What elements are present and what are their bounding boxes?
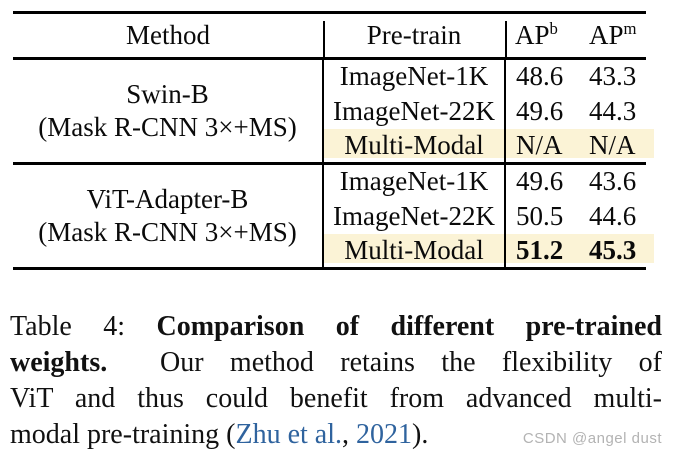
caption-text: Our method retains the flexibility of [107,347,662,378]
pretrain-cell: ImageNet-1K [322,58,505,94]
table-row: ViT-Adapter-B (Mask R-CNN 3×+MS) ImageNe… [13,163,646,247]
ap-m-value: 44.6 [589,200,637,231]
csdn-watermark: CSDN @angel dust [522,430,662,447]
caption-text: ViT and thus could benefit from advanced… [10,383,662,414]
method-name: ViT-Adapter-B [86,184,249,215]
caption-line-3: ViT and thus could benefit from advanced… [10,381,662,417]
table-row-highlighted: Multi-Modal 51.2 45.3 [13,233,654,269]
header-method: Method [13,12,323,60]
results-table: Method Pre-train APb APm Swin-B (Mask R-… [13,11,654,270]
caption-text: ). [412,419,429,450]
caption-title-bold: weights. [10,347,108,378]
pretrain-cell: ImageNet-22K [322,93,505,129]
table-caption: Table 4: Comparison of different pre-tra… [10,309,662,453]
table-row: Swin-B (Mask R-CNN 3×+MS) ImageNet-1K 48… [13,58,646,142]
header-pretrain: Pre-train [323,12,505,60]
header-ap-mask: APm [589,12,646,60]
method-detail: (Mask R-CNN 3×+MS) [38,217,297,247]
ap-m-value: 43.6 [589,166,637,197]
ap-b-value: 49.6 [504,93,589,129]
method-detail: (Mask R-CNN 3×+MS) [38,112,297,142]
method-cell-vit-adapter: ViT-Adapter-B (Mask R-CNN 3×+MS) [13,164,323,269]
ap-m-value: 43.3 [589,61,637,92]
ap-m-label: AP [589,20,624,50]
pretrain-cell: ImageNet-22K [322,198,505,234]
caption-line-2: weights. Our method retains the flexibil… [10,345,662,381]
caption-line-4: modal pre-training (Zhu et al., 2021). [10,417,662,453]
table-row: ImageNet-22K 50.5 44.6 [13,198,646,234]
caption-label: Table 4: [10,311,157,342]
caption-text: , [342,419,357,450]
table-row-highlighted: Multi-Modal N/A N/A [13,128,654,164]
group-swin-b: Swin-B (Mask R-CNN 3×+MS) ImageNet-1K 48… [13,58,654,164]
ap-b-value: 49.6 [504,163,589,199]
caption-text: modal pre-training ( [10,419,236,450]
method-cell-swin: Swin-B (Mask R-CNN 3×+MS) [13,59,323,164]
header-ap-box: APb [505,12,589,60]
ap-m-value: 45.3 [589,233,654,269]
citation-link-year[interactable]: 2021 [356,419,413,450]
pretrain-cell: Multi-Modal [322,128,505,164]
ap-m-value: N/A [589,128,654,164]
ap-b-superscript: b [549,19,558,38]
table-header: Method Pre-train APb APm [13,12,646,60]
citation-link-authors[interactable]: Zhu et al. [235,419,343,450]
ap-b-value: 48.6 [504,58,589,94]
pretrain-cell: ImageNet-1K [322,163,505,199]
ap-b-label: AP [515,20,550,50]
ap-m-value: 44.3 [589,95,637,126]
table-row: ImageNet-22K 49.6 44.3 [13,93,646,129]
pretrain-cell: Multi-Modal [322,233,505,269]
ap-b-value: N/A [504,128,589,164]
header-row: Method Pre-train APb APm [13,12,646,60]
ap-b-value: 50.5 [504,198,589,234]
ap-m-superscript: m [623,19,637,38]
caption-line-1: Table 4: Comparison of different pre-tra… [10,309,662,345]
ap-b-value: 51.2 [504,233,589,269]
method-name: Swin-B [126,79,209,110]
caption-title-bold: Comparison of different pre-trained [156,311,663,342]
group-vit-adapter-b: ViT-Adapter-B (Mask R-CNN 3×+MS) ImageNe… [13,163,654,269]
